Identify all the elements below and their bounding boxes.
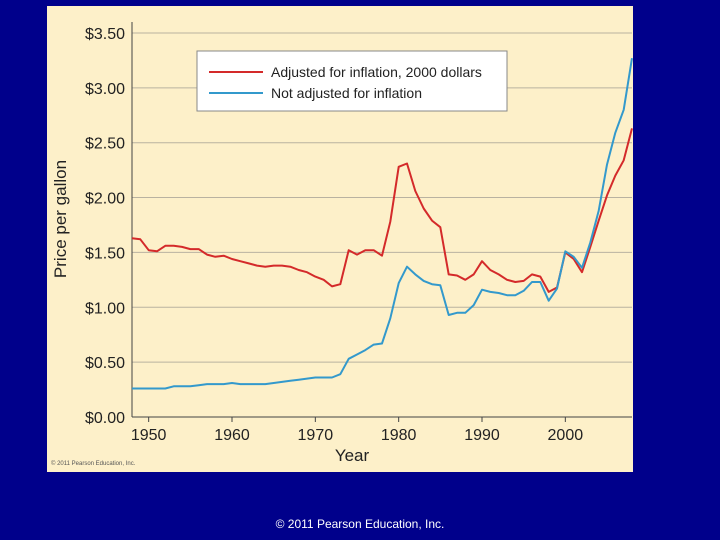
legend-box xyxy=(196,50,508,112)
y-tick-label: $2.50 xyxy=(85,136,125,153)
y-tick-label: $0.50 xyxy=(85,355,125,372)
y-tick-label: $1.00 xyxy=(85,300,125,317)
y-axis-title: Price per gallon xyxy=(51,160,70,278)
x-axis-title: Year xyxy=(335,446,370,465)
x-tick-label: 1950 xyxy=(131,427,167,444)
legend-label-adjusted: Adjusted for inflation, 2000 dollars xyxy=(271,64,482,80)
legend: Adjusted for inflation, 2000 dollars Not… xyxy=(196,50,508,112)
series-layer xyxy=(131,58,633,390)
y-tick-label: $3.00 xyxy=(85,81,125,98)
x-tick-label: 1960 xyxy=(214,427,250,444)
chart-panel: $0.00 $0.50 $1.00 $1.50 $2.00 $2.50 $3.00 $3.50… xyxy=(47,6,633,472)
y-tick-label: $0.00 xyxy=(85,410,125,427)
x-tick-label: 2000 xyxy=(548,427,584,444)
slide-footer: © 2011 Pearson Education, Inc. xyxy=(275,517,445,531)
series-line-adjusted xyxy=(131,128,633,293)
axes xyxy=(131,22,632,422)
price-chart: $0.00 $0.50 $1.00 $1.50 $2.00 $2.50 $3.00 $3.50… xyxy=(51,22,633,465)
panel-copyright: © 2011 Pearson Education, Inc. xyxy=(51,461,136,467)
x-tick-label: 1990 xyxy=(464,427,500,444)
series-line-nominal xyxy=(132,58,633,390)
y-tick-label: $1.50 xyxy=(85,245,125,262)
y-tick-label: $2.00 xyxy=(85,191,125,208)
tick-labels: $0.00 $0.50 $1.00 $1.50 $2.00 $2.50 $3.00 $3.50… xyxy=(85,26,583,444)
x-tick-label: 1980 xyxy=(381,427,417,444)
y-tick-label: $3.50 xyxy=(85,26,125,43)
legend-label-nominal: Not adjusted for inflation xyxy=(271,85,422,101)
x-tick-label: 1970 xyxy=(298,427,334,444)
